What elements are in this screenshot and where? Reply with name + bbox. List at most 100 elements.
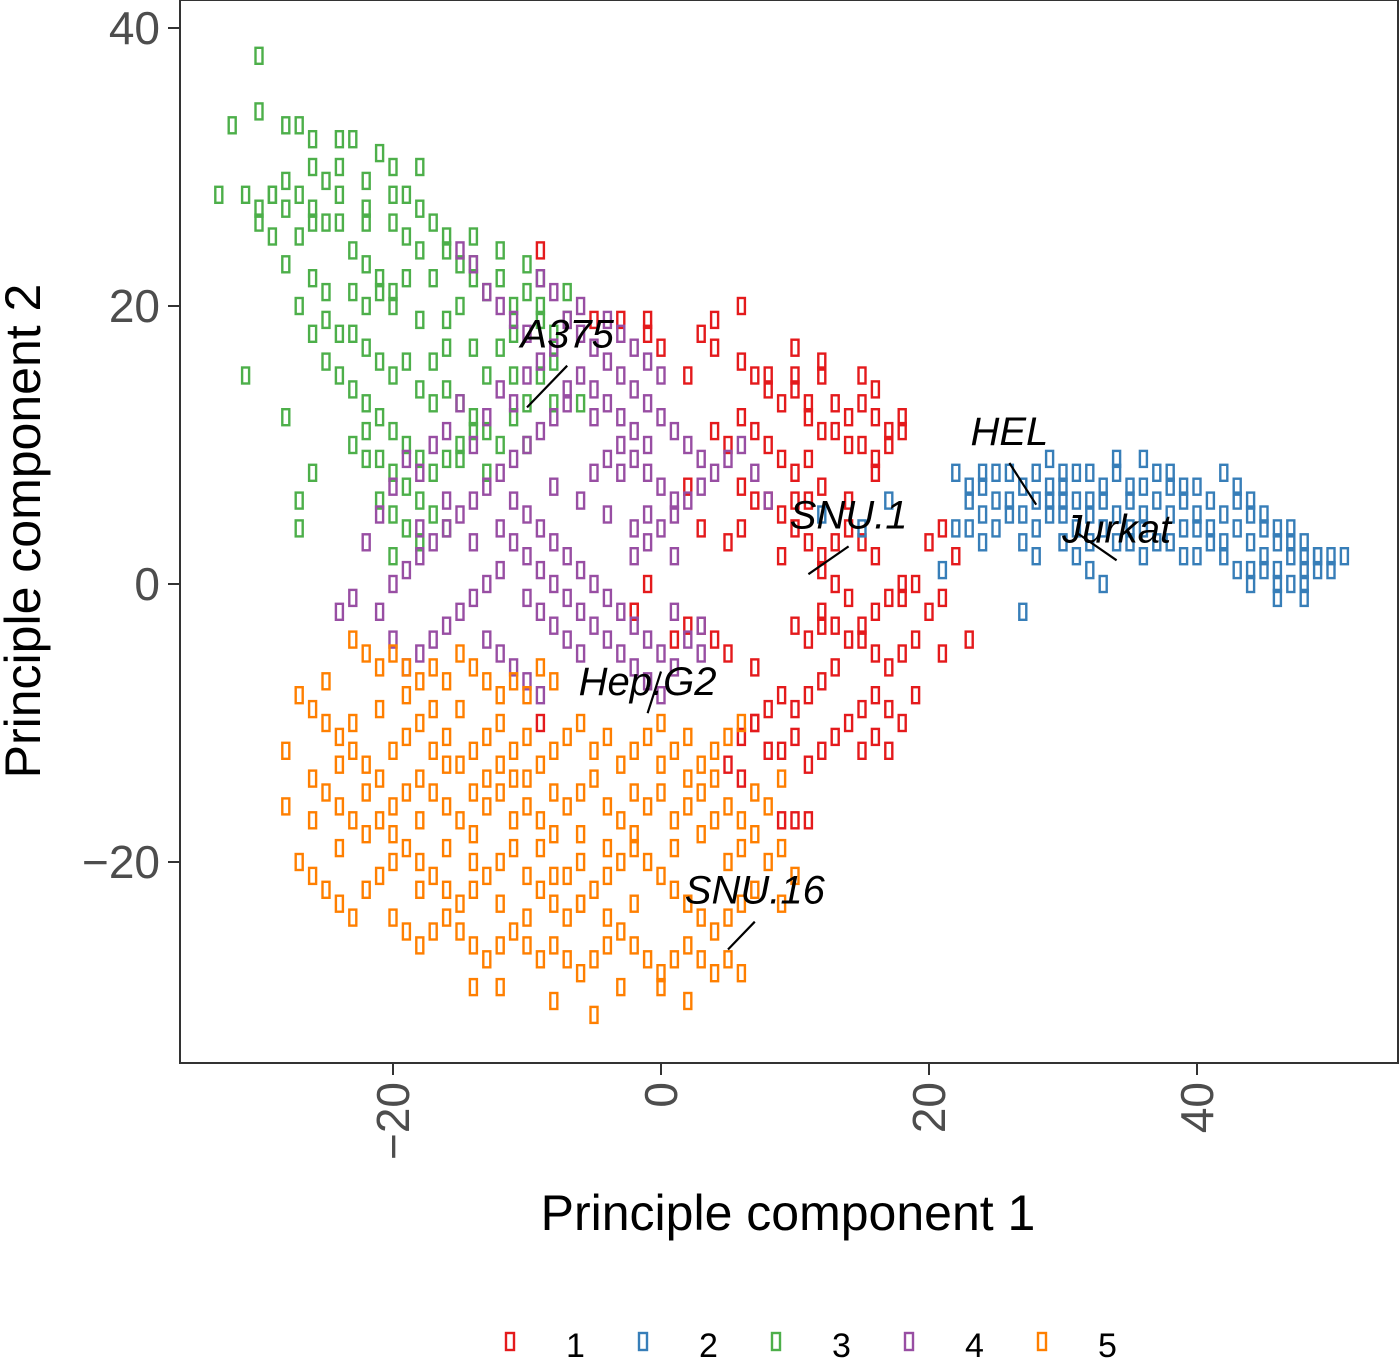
point-series-2-41: [1259, 547, 1269, 566]
point-series-4-26: [549, 408, 559, 427]
point-series-1-53: [830, 533, 840, 552]
legend-key-3: [770, 1331, 782, 1352]
point-series-1-72: [857, 630, 867, 649]
point-series-4-73: [629, 616, 639, 635]
point-series-5-132: [535, 950, 546, 969]
point-series-1-102: [857, 741, 867, 760]
point-series-4-72: [616, 602, 626, 621]
point-series-4-131: [669, 547, 680, 566]
point-series-5-10: [482, 672, 492, 691]
point-series-2-44: [1272, 560, 1283, 580]
point-series-5-134: [562, 950, 572, 969]
point-series-4-75: [656, 644, 666, 663]
point-series-3-111: [374, 269, 385, 288]
point-series-3-105: [468, 338, 479, 357]
point-series-5-44: [669, 741, 680, 760]
point-series-5-58: [401, 783, 412, 802]
point-series-4-113: [388, 630, 398, 649]
point-series-5-20: [348, 741, 358, 760]
point-series-1-79: [951, 547, 961, 566]
point-series-5-147: [736, 964, 747, 983]
point-series-1-45: [790, 463, 800, 482]
point-series-1-57: [843, 491, 854, 510]
point-series-5-3: [388, 644, 398, 663]
point-series-3-5: [307, 129, 318, 149]
point-series-3-33: [415, 241, 425, 260]
point-series-5-190: [441, 838, 452, 858]
point-series-5-146: [723, 950, 733, 969]
point-series-4-91: [602, 449, 613, 469]
point-series-3-92: [401, 519, 412, 538]
point-series-1-81: [924, 602, 934, 621]
point-series-1-112: [669, 630, 680, 649]
point-series-4-127: [562, 380, 572, 399]
x-axis-title: Principle component 1: [541, 1185, 1036, 1241]
point-series-3-37: [281, 255, 291, 274]
point-series-5-159: [482, 769, 492, 788]
point-series-4-66: [535, 519, 546, 538]
point-series-2-45: [1286, 547, 1296, 566]
point-series-5-96: [415, 852, 425, 872]
point-series-1-89: [736, 727, 747, 747]
point-series-5-41: [629, 741, 639, 760]
point-series-2-64: [977, 533, 988, 552]
point-series-1-16: [790, 380, 800, 399]
point-series-5-67: [522, 797, 532, 816]
point-series-1-104: [910, 686, 921, 705]
point-series-2-93: [1085, 533, 1095, 552]
point-series-5-26: [428, 741, 438, 760]
point-series-4-45: [575, 602, 586, 621]
point-series-3-22: [428, 213, 438, 232]
point-series-3-68: [348, 380, 358, 399]
point-series-5-119: [723, 908, 733, 927]
point-series-3-74: [428, 463, 438, 482]
point-series-4-18: [616, 408, 626, 427]
point-series-5-166: [334, 755, 345, 774]
point-series-3-52: [307, 324, 318, 343]
point-series-5-73: [602, 797, 613, 816]
point-series-5-112: [629, 838, 639, 858]
point-series-1-95: [830, 727, 840, 747]
point-series-4-22: [669, 421, 680, 441]
point-series-4-103: [441, 421, 452, 441]
point-series-2-86: [937, 560, 948, 580]
point-series-3-16: [240, 185, 251, 205]
point-series-1-87: [763, 699, 773, 719]
point-series-1-100: [897, 713, 907, 733]
point-series-2-87: [1018, 602, 1028, 621]
point-series-5-181: [736, 838, 747, 858]
point-series-2-47: [1299, 560, 1309, 580]
point-series-3-24: [468, 227, 479, 246]
point-series-5-42: [642, 727, 653, 747]
point-series-3-94: [388, 547, 398, 566]
point-series-1-50: [790, 519, 800, 538]
point-series-3-132: [482, 463, 492, 482]
point-series-5-116: [683, 894, 693, 913]
point-series-1-0: [535, 241, 546, 260]
point-series-4-109: [361, 533, 371, 552]
point-series-4-116: [508, 658, 519, 677]
point-series-4-125: [535, 352, 546, 371]
point-series-3-47: [468, 269, 479, 288]
annotation-label-1: HEL: [970, 410, 1048, 454]
point-series-2-66: [1044, 449, 1055, 469]
point-series-2-17: [1098, 491, 1108, 510]
point-series-3-45: [428, 269, 438, 288]
point-series-5-9: [468, 658, 479, 677]
point-series-5-104: [522, 866, 532, 886]
point-series-3-41: [361, 296, 371, 316]
point-series-4-35: [428, 533, 438, 552]
point-series-1-129: [736, 477, 747, 496]
point-series-4-24: [696, 449, 706, 469]
point-series-1-58: [857, 533, 867, 552]
point-series-5-142: [669, 950, 680, 969]
point-series-5-49: [736, 713, 747, 733]
point-series-4-0: [455, 241, 465, 260]
point-series-3-119: [307, 213, 318, 232]
point-series-5-83: [736, 811, 747, 830]
point-series-5-56: [374, 811, 385, 830]
point-series-5-65: [495, 783, 505, 802]
point-series-5-110: [602, 866, 613, 886]
point-series-3-10: [415, 157, 425, 177]
point-series-4-81: [656, 519, 666, 538]
